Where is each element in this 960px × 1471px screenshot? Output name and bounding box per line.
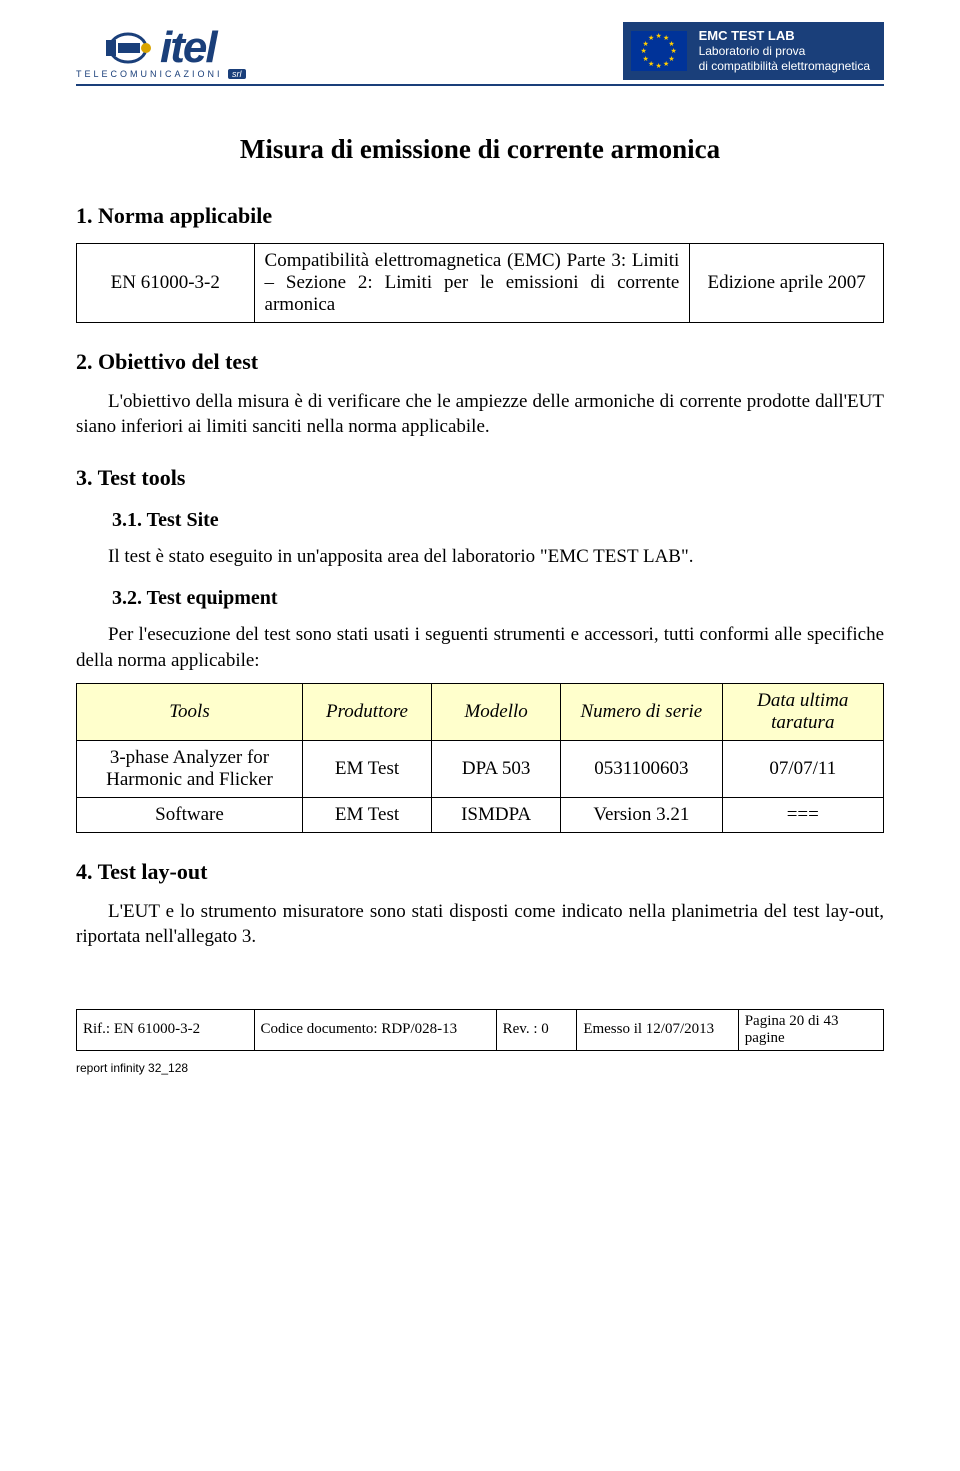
section3-1-para: Il test è stato eseguito in un'apposita …	[76, 544, 884, 569]
norm-table: EN 61000-3-2 Compatibilità elettromagnet…	[76, 243, 884, 323]
section2-para: L'obiettivo della misura è di verificare…	[76, 389, 884, 439]
header-lab-line3: di compatibilità elettromagnetica	[699, 59, 870, 74]
table-header-cell: Modello	[432, 683, 561, 740]
footer-table: Rif.: EN 61000-3-2Codice documento: RDP/…	[76, 1009, 884, 1051]
footer: Rif.: EN 61000-3-2Codice documento: RDP/…	[76, 1009, 884, 1075]
table-cell: Software	[77, 797, 303, 832]
table-row: Rif.: EN 61000-3-2Codice documento: RDP/…	[77, 1009, 884, 1050]
section2-heading: 2. Obiettivo del test	[76, 349, 884, 375]
eu-flag-icon: ★ ★ ★ ★ ★ ★ ★ ★ ★ ★ ★ ★	[631, 31, 687, 71]
footer-cell: Rif.: EN 61000-3-2	[77, 1009, 255, 1050]
section4-para: L'EUT e lo strumento misuratore sono sta…	[76, 899, 884, 949]
page: itel TELECOMUNICAZIONI srl ★ ★ ★ ★ ★ ★ ★…	[0, 0, 960, 1095]
table-cell: ISMDPA	[432, 797, 561, 832]
table-header-cell: Data ultima taratura	[722, 683, 883, 740]
table-cell: 0531100603	[561, 740, 722, 797]
norm-code: EN 61000-3-2	[77, 244, 255, 323]
logo-left: itel TELECOMUNICAZIONI srl	[76, 23, 246, 79]
logo-subtext: TELECOMUNICAZIONI srl	[76, 69, 246, 79]
header-right-badge: ★ ★ ★ ★ ★ ★ ★ ★ ★ ★ ★ ★ EMC TEST LAB Lab…	[623, 22, 884, 80]
section3-2-para: Per l'esecuzione del test sono stati usa…	[76, 622, 884, 672]
header-lab-name: EMC TEST LAB	[699, 28, 870, 44]
page-header: itel TELECOMUNICAZIONI srl ★ ★ ★ ★ ★ ★ ★…	[76, 22, 884, 86]
table-cell: EM Test	[302, 740, 431, 797]
footer-note: report infinity 32_128	[76, 1061, 884, 1075]
header-lab-line2: Laboratorio di prova	[699, 44, 870, 59]
footer-cell: Emesso il 12/07/2013	[577, 1009, 738, 1050]
table-header-cell: Numero di serie	[561, 683, 722, 740]
footer-cell: Rev. : 0	[496, 1009, 577, 1050]
logo-sub-a: TELECOMUNICAZIONI	[76, 69, 223, 79]
footer-cell: Codice documento: RDP/028-13	[254, 1009, 496, 1050]
table-cell: Version 3.21	[561, 797, 722, 832]
logo-text: itel	[160, 23, 216, 73]
table-header-cell: Tools	[77, 683, 303, 740]
section3-1-heading: 3.1. Test Site	[112, 509, 884, 532]
section3-heading: 3. Test tools	[76, 465, 884, 491]
table-header-cell: Produttore	[302, 683, 431, 740]
tools-table: ToolsProduttoreModelloNumero di serieDat…	[76, 683, 884, 833]
logo-sub-b: srl	[228, 69, 246, 79]
table-cell: ===	[722, 797, 883, 832]
table-header-row: ToolsProduttoreModelloNumero di serieDat…	[77, 683, 884, 740]
table-row: EN 61000-3-2 Compatibilità elettromagnet…	[77, 244, 884, 323]
table-row: SoftwareEM TestISMDPAVersion 3.21===	[77, 797, 884, 832]
norm-desc: Compatibilità elettromagnetica (EMC) Par…	[254, 244, 690, 323]
table-cell: 07/07/11	[722, 740, 883, 797]
logo-itel: itel	[106, 23, 216, 73]
document-title: Misura di emissione di corrente armonica	[76, 134, 884, 165]
header-right-text: EMC TEST LAB Laboratorio di prova di com…	[699, 28, 870, 74]
norm-edition: Edizione aprile 2007	[690, 244, 884, 323]
footer-cell: Pagina 20 di 43 pagine	[738, 1009, 883, 1050]
section4-heading: 4. Test lay-out	[76, 859, 884, 885]
table-cell: 3-phase Analyzer for Harmonic and Flicke…	[77, 740, 303, 797]
logo-mark-icon	[106, 26, 154, 70]
table-cell: EM Test	[302, 797, 431, 832]
table-row: 3-phase Analyzer for Harmonic and Flicke…	[77, 740, 884, 797]
section1-heading: 1. Norma applicabile	[76, 203, 884, 229]
section3-2-heading: 3.2. Test equipment	[112, 587, 884, 610]
table-cell: DPA 503	[432, 740, 561, 797]
